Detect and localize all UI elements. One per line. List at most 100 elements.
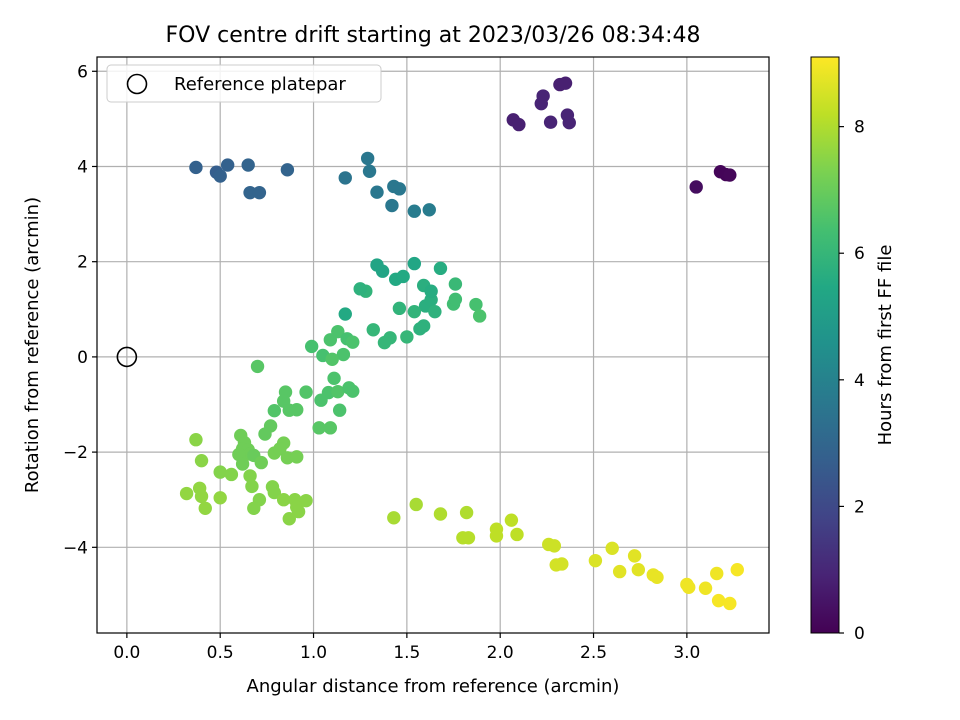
data-point: [461, 531, 476, 545]
data-point: [362, 164, 377, 178]
grid: [97, 57, 769, 633]
data-point: [360, 151, 375, 166]
data-point: [459, 505, 474, 520]
y-tick-label: 6: [77, 62, 88, 82]
data-point: [407, 204, 422, 218]
y-tick-label: −2: [63, 443, 88, 463]
data-point: [247, 501, 261, 515]
data-point: [254, 455, 268, 470]
data-point: [314, 393, 328, 407]
data-point: [433, 261, 448, 276]
y-tick-label: 2: [77, 253, 88, 273]
data-point: [409, 497, 423, 512]
data-point: [280, 163, 295, 177]
data-point: [512, 117, 526, 132]
data-point: [555, 557, 569, 571]
data-point: [448, 277, 463, 291]
data-point: [235, 457, 250, 471]
data-point: [323, 421, 338, 435]
y-axis-ticks: −4 −2 0 2 4 6: [63, 62, 97, 558]
data-point: [504, 513, 519, 527]
colorbar-tick-label: 6: [854, 244, 865, 264]
data-point: [392, 182, 407, 196]
data-point: [387, 511, 401, 525]
data-point: [198, 501, 212, 515]
data-point: [325, 352, 339, 366]
x-tick-label: 0.5: [207, 643, 234, 663]
data-point: [290, 450, 304, 464]
data-point: [179, 486, 194, 501]
data-point: [241, 158, 255, 172]
data-point: [194, 489, 209, 504]
data-point: [338, 171, 352, 185]
data-point: [711, 593, 726, 608]
data-point: [605, 541, 619, 555]
data-point: [353, 282, 367, 296]
data-point: [424, 284, 438, 298]
data-point: [433, 507, 448, 521]
colorbar-tick-label: 0: [854, 624, 865, 644]
data-point: [346, 335, 360, 349]
y-tick-label: −4: [63, 538, 88, 558]
data-point: [489, 529, 504, 543]
x-tick-label: 1.5: [393, 643, 420, 663]
data-point: [252, 185, 267, 200]
y-axis-label: Rotation from reference (arcmin): [22, 197, 43, 493]
data-point: [448, 292, 463, 307]
colorbar-ticks: 0 2 4 6 8: [839, 118, 865, 644]
legend-marker-icon: [126, 73, 148, 95]
x-tick-label: 0.0: [113, 643, 140, 663]
data-point: [331, 384, 345, 399]
data-points: [179, 76, 744, 611]
data-point: [407, 256, 422, 271]
data-point: [267, 485, 282, 500]
data-point: [346, 384, 360, 398]
data-point: [282, 512, 296, 526]
colorbar: [810, 56, 840, 634]
legend-box: [106, 64, 382, 103]
chart-title: FOV centre drift starting at 2023/03/26 …: [166, 23, 701, 48]
data-point: [243, 469, 257, 483]
data-point: [413, 322, 427, 336]
data-point: [375, 264, 390, 278]
data-point: [213, 465, 227, 479]
colorbar-label: Hours from first FF file: [875, 245, 896, 446]
data-point: [273, 442, 287, 456]
data-point: [366, 323, 380, 337]
data-point: [612, 564, 627, 579]
data-point: [282, 403, 296, 417]
data-point: [730, 562, 744, 577]
data-point: [392, 301, 407, 316]
data-point: [194, 453, 209, 468]
data-point: [407, 304, 422, 319]
data-point: [336, 347, 351, 362]
data-point: [189, 433, 203, 447]
data-point: [510, 527, 524, 542]
data-point: [312, 421, 326, 435]
data-point: [682, 580, 696, 595]
data-point: [220, 158, 235, 172]
data-point: [385, 198, 399, 213]
data-point: [377, 335, 392, 350]
data-point: [299, 385, 313, 399]
data-point: [627, 549, 642, 563]
data-point: [276, 493, 291, 507]
plot-frame: [96, 56, 770, 634]
data-point: [547, 539, 562, 553]
data-point: [258, 427, 272, 441]
data-point: [299, 493, 313, 508]
data-point: [562, 115, 576, 130]
data-point: [332, 403, 347, 417]
data-point: [267, 403, 282, 418]
legend-label: Reference platepar: [174, 74, 346, 95]
data-point: [291, 504, 306, 519]
data-point: [650, 570, 664, 585]
x-axis-ticks: 0.0 0.5 1.0 1.5 2.0 2.5 3.0: [113, 633, 700, 663]
data-point: [370, 185, 384, 199]
colorbar-tick-label: 8: [854, 118, 865, 138]
data-point: [558, 76, 573, 90]
data-point: [400, 330, 414, 344]
data-point: [422, 203, 436, 217]
data-point: [710, 566, 724, 581]
